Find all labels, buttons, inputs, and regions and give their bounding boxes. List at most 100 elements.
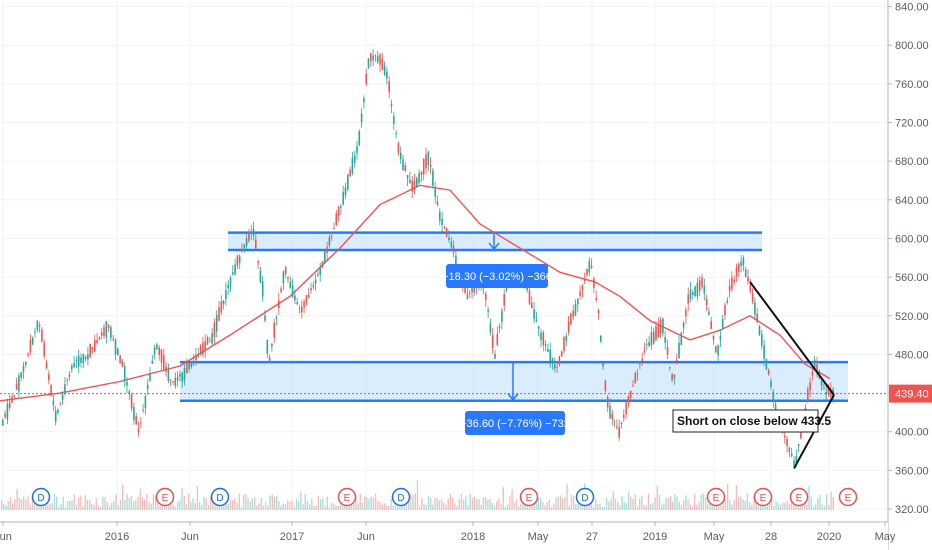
- measure-label-bg-1[interactable]: [446, 264, 548, 288]
- annotation-box[interactable]: [672, 409, 819, 433]
- volume-bar: [60, 503, 62, 510]
- candle-body: [181, 372, 183, 382]
- volume-bar: [128, 498, 130, 510]
- earnings-marker[interactable]: E: [155, 487, 175, 507]
- volume-bar: [496, 501, 498, 510]
- candle-body: [724, 304, 726, 316]
- candle-body: [827, 385, 830, 394]
- measure-label-bg-2[interactable]: [465, 411, 565, 435]
- volume-bar: [502, 487, 504, 510]
- candle-body: [6, 403, 9, 420]
- volume-bar: [463, 499, 465, 510]
- candle-body: [721, 319, 724, 329]
- volume-bar: [667, 497, 669, 510]
- earnings-marker[interactable]: E: [753, 487, 773, 507]
- volume-bar: [438, 500, 441, 510]
- candle-body: [66, 380, 68, 381]
- volume-bar: [225, 503, 227, 510]
- volume-bar: [256, 505, 258, 510]
- volume-bar: [731, 504, 733, 510]
- candle-body: [360, 113, 363, 123]
- earnings-marker[interactable]: E: [706, 487, 726, 507]
- candle-body: [192, 361, 195, 364]
- volume-bar: [654, 497, 656, 510]
- volume-bar: [45, 500, 47, 510]
- candle-body: [41, 329, 43, 342]
- candle-body: [314, 279, 317, 284]
- dividend-marker[interactable]: D: [31, 487, 51, 507]
- volume-bar: [603, 506, 606, 510]
- candle-body: [749, 285, 752, 292]
- volume-bar: [289, 501, 291, 510]
- marker-circle: [706, 487, 726, 507]
- volume-bar: [645, 506, 647, 510]
- candle-body: [126, 381, 128, 386]
- candle-body: [445, 228, 448, 237]
- candle-body: [795, 456, 798, 464]
- drawings[interactable]: −18.30 (−3.02%) −366 −36.60 (−7.76%) −732…: [0, 233, 888, 469]
- candle-body: [370, 53, 372, 62]
- volume-bar: [773, 506, 775, 510]
- volume-bar: [746, 494, 749, 510]
- volume-bar: [199, 502, 201, 510]
- candle-body: [547, 348, 549, 353]
- volume-bar: [375, 493, 377, 510]
- candle-body: [103, 327, 105, 336]
- annotation-text: Short on close below 433.5: [677, 414, 831, 428]
- candle-body: [664, 337, 666, 343]
- volume-bar: [73, 494, 75, 510]
- volume-bar: [456, 506, 458, 510]
- volume-bar: [806, 504, 808, 510]
- candle-body: [163, 355, 165, 370]
- volume-bar: [254, 497, 256, 510]
- volume-bar: [784, 503, 786, 510]
- volume-bar: [155, 495, 157, 510]
- candle-body: [64, 384, 66, 392]
- volume-bar: [817, 497, 819, 510]
- volume-bar: [315, 505, 317, 510]
- candle-body: [199, 346, 202, 355]
- candle-body: [719, 335, 722, 340]
- volume-bar: [775, 501, 777, 510]
- volume-bar: [86, 500, 89, 510]
- candle-body: [694, 286, 696, 297]
- volume-bar: [656, 486, 658, 510]
- earnings-marker[interactable]: E: [789, 487, 809, 507]
- dividend-marker[interactable]: D: [575, 487, 595, 507]
- candle-body: [280, 288, 282, 293]
- candle-body: [107, 325, 110, 329]
- volume-bar: [639, 498, 641, 510]
- candle-body: [179, 374, 181, 377]
- candle-body: [174, 377, 177, 387]
- earnings-marker[interactable]: E: [519, 487, 539, 507]
- volume-bar: [181, 487, 183, 510]
- dividend-marker[interactable]: D: [210, 487, 230, 507]
- last-price-badge[interactable]: [889, 384, 932, 403]
- candle-body: [563, 337, 565, 352]
- candle-body: [579, 291, 581, 297]
- support-resistance-zones[interactable]: [180, 231, 848, 403]
- zone-fill-2[interactable]: [180, 362, 848, 401]
- volume-bar: [476, 498, 478, 510]
- dividend-marker[interactable]: D: [391, 487, 411, 507]
- earnings-marker[interactable]: E: [337, 487, 357, 507]
- candle-body: [22, 365, 25, 372]
- zone-fill-1[interactable]: [228, 232, 762, 251]
- triangle-upper-line[interactable]: [749, 281, 835, 396]
- candle-body: [11, 396, 13, 403]
- candle-body: [487, 309, 489, 312]
- volume-bar: [447, 498, 449, 510]
- marker-circle: [753, 487, 773, 507]
- volume-bar: [249, 501, 251, 510]
- volume-bar: [379, 501, 381, 510]
- volume-bar: [520, 503, 522, 510]
- candle-body: [466, 294, 469, 299]
- volume-bar: [683, 500, 685, 510]
- volume-bar: [203, 496, 205, 510]
- earnings-marker[interactable]: E: [838, 487, 858, 507]
- candle-body: [772, 391, 775, 401]
- candle-body: [471, 285, 473, 293]
